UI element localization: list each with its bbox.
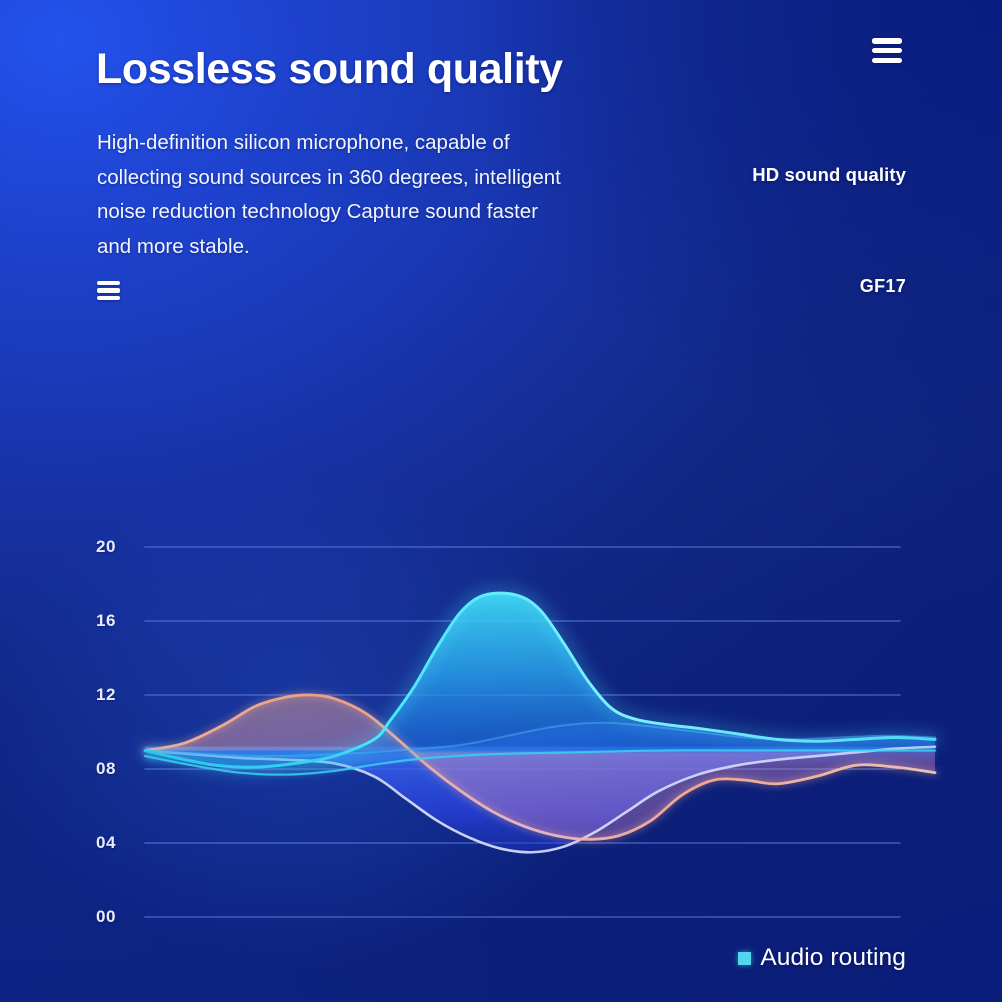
y-axis-tick: 16 [96, 611, 116, 630]
chart-series [140, 588, 940, 854]
hamburger-bar [872, 57, 902, 63]
page-title: Lossless sound quality [96, 45, 563, 93]
series-line-salmon [143, 693, 937, 841]
y-axis-tick: 12 [96, 685, 116, 704]
hamburger-bar [872, 47, 902, 54]
hamburger-bar [97, 295, 120, 300]
hd-sound-quality-label: HD sound quality [752, 164, 906, 185]
series-area-cyan [145, 593, 935, 768]
hamburger-bar [872, 38, 902, 44]
page-description: High-definition silicon microphone, capa… [97, 126, 697, 264]
chart-legend[interactable]: Audio routing [738, 944, 906, 972]
description-line-2: collecting sound sources in 360 degrees,… [97, 165, 561, 189]
y-axis-tick: 08 [96, 759, 116, 778]
y-axis-tick: 04 [96, 833, 116, 852]
series-area-salmon [145, 694, 935, 840]
hamburger-bar [97, 281, 120, 286]
y-axis-tick: 20 [96, 537, 116, 556]
hamburger-bar [97, 288, 120, 293]
y-axis-tick: 00 [96, 907, 116, 926]
description-line-4: and more stable. [97, 234, 250, 258]
hamburger-menu-icon-secondary[interactable] [97, 281, 120, 300]
model-number-label: GF17 [859, 276, 906, 296]
hamburger-menu-icon[interactable] [872, 38, 902, 63]
series-area-filament [145, 749, 935, 775]
description-line-3: noise reduction technology Capture sound… [97, 200, 539, 223]
legend-swatch-icon [738, 951, 752, 965]
legend-label: Audio routing [760, 944, 906, 971]
description-line-1: High-definition silicon microphone, capa… [97, 131, 510, 154]
chart-y-axis: 20 16 12 08 04 00 [96, 0, 132, 1002]
